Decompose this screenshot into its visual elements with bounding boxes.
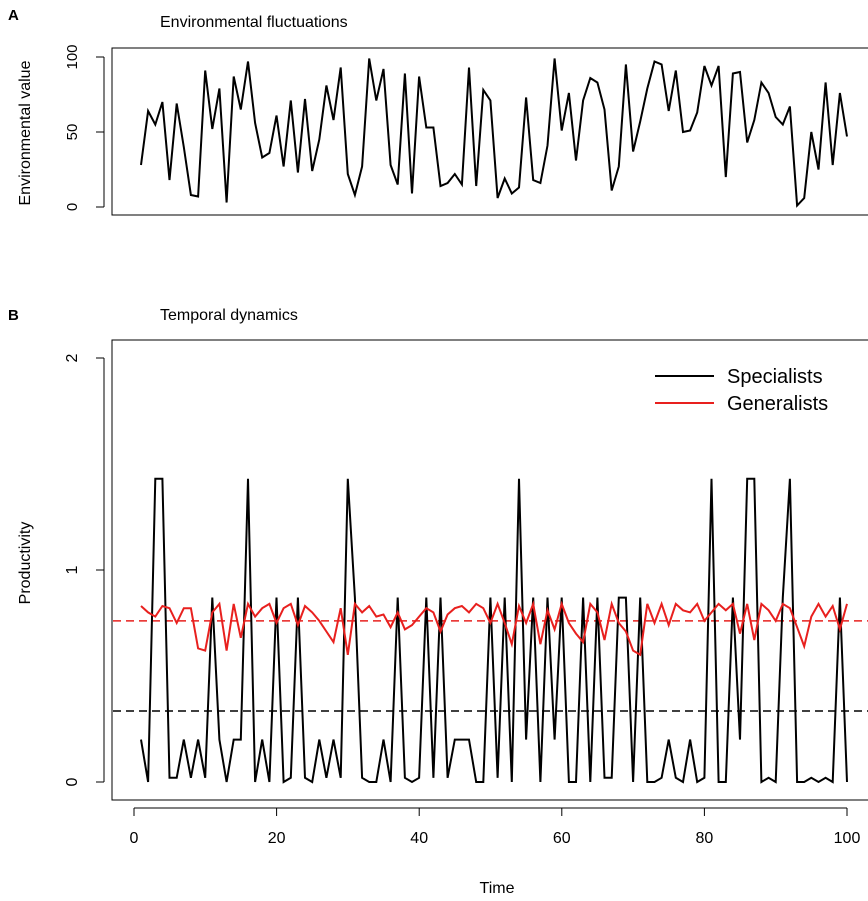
panel-a-title: Environmental fluctuations [160,14,348,31]
panel-b-title: Temporal dynamics [160,307,298,324]
panel-b-y-tick-label: 0 [64,777,81,786]
panel-b-y-axis-label: Productivity [17,522,34,605]
panel-a-series-line [140,58,848,208]
panel-b: B Temporal dynamics 0 1 2 0 20 40 60 80 100 Pro… [8,307,868,897]
panel-b-x-tick-label: 80 [696,830,714,847]
panel-a-y-axis: 0 50 100 [64,44,105,211]
panel-b-x-tick-label: 40 [410,830,428,847]
panel-b-legend: Specialists Generalists [655,366,828,415]
legend-label: Generalists [727,393,828,415]
panel-b-x-tick-label: 20 [268,830,286,847]
panel-b-label: B [8,307,19,324]
panel-b-x-tick-label: 100 [834,830,861,847]
panel-a-plot-frame [111,47,868,216]
panel-b-series-line-generalists [140,600,848,657]
panel-a-series [140,58,848,208]
panel-b-series-line-specialists [140,477,848,784]
panel-b-series [140,477,848,784]
panel-a-y-tick-label: 0 [64,203,81,211]
panel-b-y-axis: 0 1 2 [64,353,105,786]
panel-b-plot-frame [111,339,868,801]
panel-b-x-axis: 0 20 40 60 80 100 [130,807,861,847]
panel-b-x-tick-label: 60 [553,830,571,847]
panel-a-y-axis-label: Environmental value [17,60,34,205]
panel-a-y-tick-label: 100 [64,44,81,69]
panel-b-y-tick-label: 2 [64,353,81,362]
panel-a: A Environmental fluctuations 0 50 100 Envi… [8,7,868,216]
panel-a-y-tick-label: 50 [64,124,81,141]
panel-b-x-axis-label: Time [480,880,515,897]
panel-b-y-tick-label: 1 [64,565,81,574]
panel-b-x-tick-label: 0 [130,830,139,847]
legend-label: Specialists [727,366,823,388]
panel-a-label: A [8,7,19,24]
